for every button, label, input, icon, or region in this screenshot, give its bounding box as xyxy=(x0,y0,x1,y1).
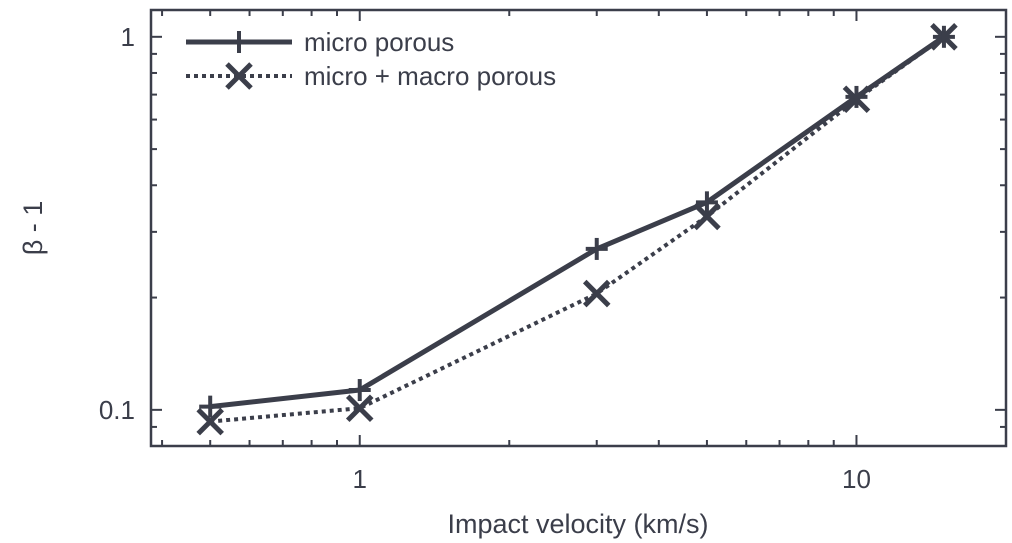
series-line xyxy=(210,35,946,424)
data-point xyxy=(582,279,611,308)
data-point xyxy=(348,379,371,402)
legend-label: micro porous xyxy=(304,27,454,57)
legend-label: micro + macro porous xyxy=(304,61,556,91)
x-axis-title: Impact velocity (km/s) xyxy=(447,509,708,539)
data-point xyxy=(199,395,222,418)
tick-labels: 1 10 0.1 1 xyxy=(99,22,871,494)
data-point xyxy=(695,191,718,214)
cross-marker xyxy=(196,407,224,436)
data-point xyxy=(693,202,721,231)
data-point xyxy=(196,407,224,436)
legend: micro porous micro + macro porous xyxy=(186,27,556,91)
legend-item-1: micro porous xyxy=(186,27,454,57)
legend-item-2: micro + macro porous xyxy=(186,61,556,91)
series-1 xyxy=(199,25,955,418)
y-tick-label: 0.1 xyxy=(99,395,135,425)
cross-marker xyxy=(582,279,611,308)
y-axis-title: β - 1 xyxy=(18,201,48,256)
data-point xyxy=(345,394,374,423)
series-layer xyxy=(196,23,958,436)
plot-frame xyxy=(149,8,1008,448)
data-point xyxy=(845,85,868,108)
axis-ticks xyxy=(151,10,1007,447)
x-tick-label: 10 xyxy=(842,464,871,494)
cross-marker xyxy=(693,202,721,231)
cross-marker xyxy=(345,394,374,423)
x-tick-label: 1 xyxy=(353,464,367,494)
data-point xyxy=(932,25,955,48)
data-point xyxy=(585,237,608,260)
legend-marker xyxy=(225,62,253,90)
series-line xyxy=(209,34,946,410)
y-tick-label: 1 xyxy=(121,22,135,52)
